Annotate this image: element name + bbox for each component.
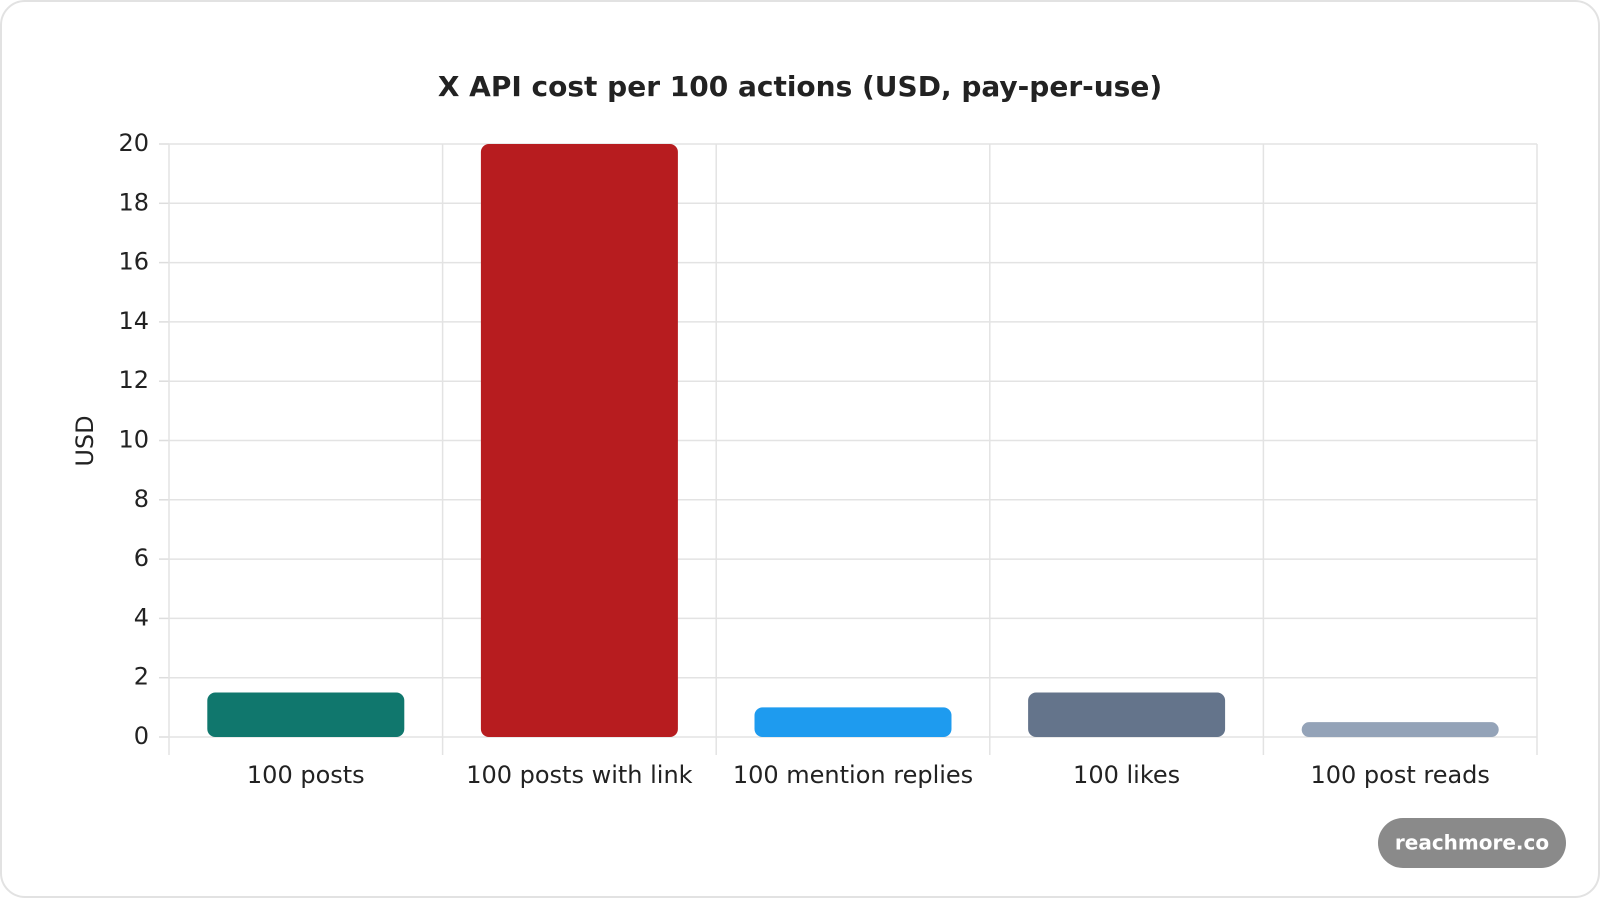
y-tick-label: 10 — [118, 426, 149, 454]
y-tick-label: 12 — [118, 366, 149, 394]
x-tick-label: 100 mention replies — [733, 761, 973, 789]
y-axis-label: USD — [71, 415, 99, 466]
x-tick-label: 100 posts with link — [466, 761, 692, 789]
x-tick-label: 100 posts — [247, 761, 365, 789]
bar — [1028, 692, 1226, 737]
y-tick-label: 2 — [134, 663, 149, 691]
bar — [480, 144, 678, 737]
y-tick-label: 6 — [134, 544, 149, 572]
x-tick-label: 100 post reads — [1310, 761, 1489, 789]
bar — [1301, 722, 1499, 737]
y-tick-label: 18 — [118, 188, 149, 216]
watermark-badge — [1378, 818, 1566, 868]
y-tick-label: 20 — [118, 129, 149, 157]
y-tick-label: 4 — [134, 603, 149, 631]
x-tick-label: 100 likes — [1073, 761, 1180, 789]
watermark: reachmore.co — [1395, 831, 1549, 855]
bar — [207, 692, 405, 737]
plot: 0 2 4 6 8 10 12 14 16 18 20 100 posts 100 posts with… — [118, 129, 1538, 789]
y-tick-label: 14 — [118, 307, 149, 335]
bar — [754, 707, 952, 737]
y-tick-label: 8 — [134, 485, 149, 513]
chart-title: X API cost per 100 actions (USD, pay-per… — [438, 70, 1162, 103]
y-tick-label: 16 — [118, 248, 149, 276]
y-tick-label: 0 — [134, 722, 149, 750]
